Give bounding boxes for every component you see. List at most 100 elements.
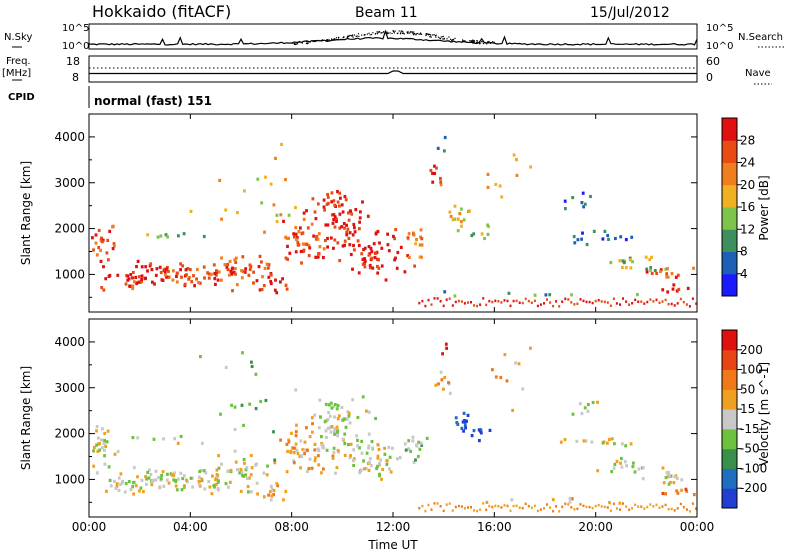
velocity-cell [243,461,246,465]
velocity-cell [641,477,645,481]
nsearch-point [386,31,388,33]
velocity-cell [665,471,669,475]
power-cell [322,256,325,260]
nsearch-point [432,34,434,36]
power-cell [131,284,135,288]
power-cell [686,286,690,290]
velocity-cell [340,405,344,409]
power-cell [322,247,326,251]
power-cell [140,274,144,278]
power-cell [573,303,576,306]
velocity-cell [214,483,218,487]
power-cell [126,274,130,278]
velocity-cell [175,488,179,492]
power-cell [179,268,182,272]
velocity-cell [165,478,169,482]
power-cell [648,258,652,262]
velocity-cell [113,452,117,456]
power-cell [467,301,469,304]
power-cell [485,303,488,307]
power-cell [275,291,279,295]
nsearch-point [338,36,340,38]
nsearch-point [296,42,299,44]
velocity-cell [176,441,180,445]
power-cell [609,304,612,307]
velocity-cell [551,498,555,502]
power-cell [195,277,198,281]
velocity-cell [524,502,527,506]
power-cell [189,209,193,213]
power-cell [179,262,182,266]
x-tick-label: 08:00 [274,520,309,534]
colorbar-tick-label: 15 [740,402,755,416]
power-cell [340,225,344,229]
velocity-cell [590,440,594,444]
power-cell [436,297,439,300]
velocity-cell [100,438,103,442]
colorbar-tick-label: 50 [740,382,755,396]
power-cell [539,303,542,306]
power-cell [323,208,326,212]
power-cell [443,149,446,153]
power-cell [372,242,376,246]
velocity-cell [367,468,371,472]
power-cell [498,184,502,188]
power-cell [486,223,489,227]
nsearch-point [435,36,437,38]
power-cell [243,189,246,193]
colorbar-tick-label: -100 [740,461,767,475]
power-cell [347,236,351,241]
velocity-cell [250,360,253,364]
velocity-cell [228,480,232,484]
power-cell [368,263,372,268]
power-cell [316,255,320,259]
velocity-cell [292,461,296,465]
velocity-cell [476,509,479,513]
power-cell [420,237,424,241]
power-cell [181,264,184,268]
power-cell [220,256,223,260]
velocity-cell [136,475,139,479]
velocity-cell [103,454,106,458]
colorbar-tick-label: 100 [740,363,763,377]
velocity-cell [310,466,314,470]
power-cell [105,251,109,255]
nsearch-point [487,41,489,43]
velocity-cell [369,464,373,468]
velocity-cell [337,414,341,418]
velocity-cell [388,455,392,459]
nsearch-point [442,38,444,40]
power-cell [273,288,277,292]
power-cell [240,269,243,273]
velocity-cell [646,505,649,509]
velocity-cell [254,463,257,467]
power-cell [570,301,573,304]
velocity-cell [692,493,696,497]
velocity-cell [318,398,322,402]
power-cell [260,287,264,292]
power-cell [175,271,179,275]
velocity-cell [411,439,415,443]
velocity-cell [368,460,371,464]
velocity-cell [658,506,661,509]
colorbar-tick-label: 16 [740,200,755,214]
velocity-cell [145,477,148,481]
velocity-cell [313,442,317,446]
power-cell [350,212,354,216]
velocity-cell [463,423,467,427]
velocity-cell [233,427,237,432]
velocity-cell [679,502,682,506]
power-cell [206,271,209,275]
velocity-cell [239,489,243,493]
power-cell [491,300,494,304]
power-cell [287,236,291,240]
power-cell [392,234,395,238]
power-cell [524,297,527,301]
power-ylabel: Slant Range [km] [19,161,33,265]
power-cell [150,268,154,272]
power-cell [630,235,634,239]
nsearch-point [488,40,490,43]
velocity-cell [434,383,438,387]
velocity-cell [121,481,124,485]
